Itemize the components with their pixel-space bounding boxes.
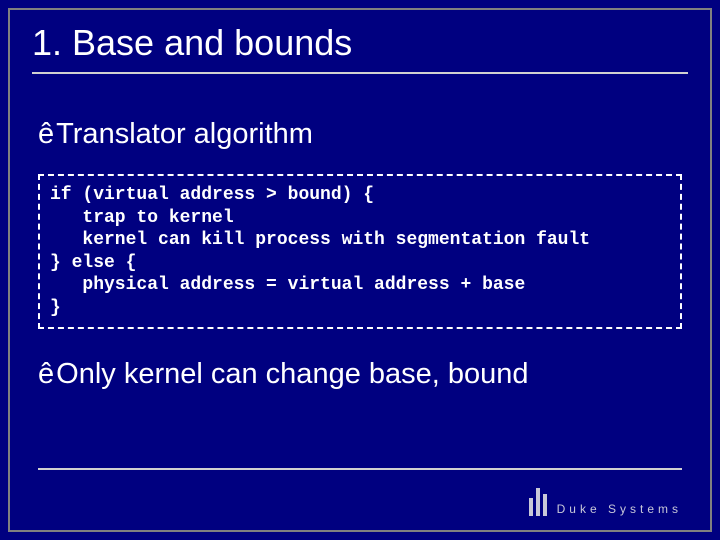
- footer-rule: [38, 468, 682, 470]
- bullet-arrow-icon: ê: [38, 358, 54, 391]
- tower-bar: [529, 498, 533, 516]
- bullet-translator: êTranslator algorithm: [38, 118, 313, 151]
- bullet-text-1: Translator algorithm: [56, 118, 313, 150]
- slide-title: 1. Base and bounds: [32, 22, 688, 74]
- bullet-arrow-icon: ê: [38, 118, 54, 151]
- slide-frame: 1. Base and bounds êTranslator algorithm…: [8, 8, 712, 532]
- footer-logo: Duke Systems: [529, 488, 682, 516]
- code-box: if (virtual address > bound) { trap to k…: [38, 174, 682, 329]
- chapel-icon: [529, 488, 547, 516]
- tower-bar: [543, 494, 547, 516]
- brand-text: Duke Systems: [557, 502, 682, 516]
- tower-bar: [536, 488, 540, 516]
- code-content: if (virtual address > bound) { trap to k…: [50, 184, 670, 319]
- bullet-text-2: Only kernel can change base, bound: [56, 358, 528, 390]
- bullet-kernel: êOnly kernel can change base, bound: [38, 358, 529, 391]
